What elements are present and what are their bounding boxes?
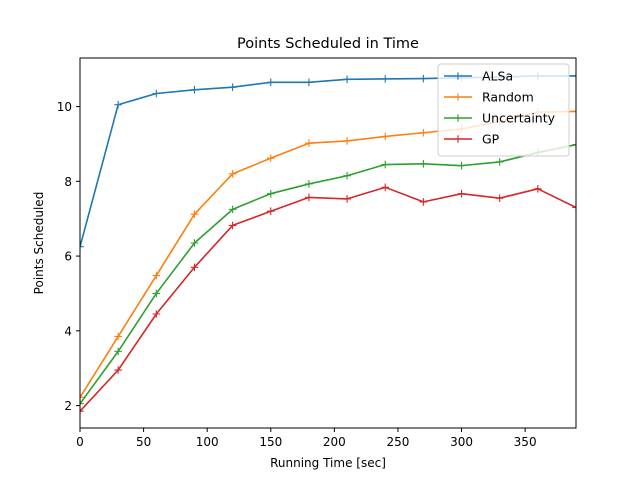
data-point bbox=[80, 242, 84, 251]
x-tick-label: 150 bbox=[259, 435, 282, 449]
y-tick-label: 10 bbox=[57, 100, 72, 114]
data-point bbox=[495, 158, 504, 166]
data-point bbox=[572, 203, 576, 212]
x-tick-label: 200 bbox=[323, 435, 346, 449]
x-tick-label: 0 bbox=[76, 435, 84, 449]
data-point bbox=[572, 107, 576, 116]
data-point bbox=[190, 85, 199, 94]
x-tick-label: 350 bbox=[514, 435, 537, 449]
data-point bbox=[381, 75, 390, 83]
data-point bbox=[80, 399, 84, 408]
y-tick-label: 4 bbox=[64, 324, 72, 338]
data-point bbox=[457, 161, 466, 170]
legend-marker bbox=[454, 114, 462, 122]
data-point bbox=[343, 137, 351, 145]
data-point bbox=[152, 310, 161, 318]
data-point bbox=[266, 154, 275, 162]
data-point bbox=[534, 185, 542, 193]
x-tick-label: 300 bbox=[450, 435, 473, 449]
data-point bbox=[152, 289, 161, 298]
y-axis-label: Points Scheduled bbox=[32, 192, 46, 295]
legend-item-alsa: ALSa bbox=[444, 69, 513, 84]
y-tick-label: 6 bbox=[64, 250, 72, 264]
x-tick-label: 100 bbox=[196, 435, 219, 449]
plot-frame bbox=[79, 57, 577, 429]
legend-item-uncertainty: Uncertainty bbox=[444, 111, 556, 126]
x-tick-label: 50 bbox=[136, 435, 151, 449]
data-point bbox=[190, 239, 199, 247]
data-point bbox=[419, 198, 428, 206]
legend-marker bbox=[454, 135, 462, 143]
legend-marker bbox=[454, 72, 462, 80]
data-point bbox=[305, 193, 313, 202]
x-tick-label: 250 bbox=[386, 435, 409, 449]
data-point bbox=[305, 139, 313, 148]
data-point bbox=[381, 160, 390, 169]
data-point bbox=[228, 205, 237, 214]
data-point bbox=[419, 159, 428, 168]
data-point bbox=[114, 100, 122, 109]
legend-item-random: Random bbox=[444, 90, 534, 105]
data-point bbox=[343, 171, 351, 180]
data-point bbox=[343, 75, 351, 84]
legend-marker bbox=[454, 93, 462, 101]
legend-label: Random bbox=[482, 90, 534, 105]
data-point bbox=[419, 74, 428, 83]
data-point bbox=[114, 366, 122, 374]
legend-box bbox=[437, 63, 570, 157]
data-point bbox=[80, 393, 84, 402]
data-point bbox=[80, 407, 84, 415]
data-point bbox=[572, 72, 576, 80]
series-line-uncertainty bbox=[80, 143, 576, 405]
data-point bbox=[305, 78, 313, 87]
y-axis: 2 4 6 8 10 bbox=[57, 100, 80, 413]
data-point bbox=[572, 140, 576, 149]
data-point bbox=[228, 221, 237, 230]
y-tick-label: 2 bbox=[64, 399, 72, 413]
series-uncertainty bbox=[80, 140, 576, 408]
data-point bbox=[152, 89, 161, 98]
data-point bbox=[114, 347, 122, 356]
data-point bbox=[266, 78, 275, 87]
legend-label: ALSa bbox=[482, 69, 513, 84]
data-point bbox=[419, 128, 428, 137]
data-point bbox=[457, 189, 466, 198]
legend-item-gp: GP bbox=[444, 132, 500, 147]
legend-label: Uncertainty bbox=[482, 111, 556, 126]
series-line-gp bbox=[80, 186, 576, 412]
chart-title: Points Scheduled in Time bbox=[237, 36, 419, 52]
data-point bbox=[343, 195, 351, 203]
data-point bbox=[495, 194, 504, 202]
legend: ALSa Random Uncertainty GP bbox=[437, 63, 570, 157]
series-gp bbox=[80, 183, 576, 415]
data-point bbox=[266, 189, 275, 198]
data-point bbox=[152, 271, 161, 280]
data-point bbox=[381, 132, 390, 141]
data-point bbox=[190, 210, 199, 219]
y-tick-label: 8 bbox=[64, 175, 72, 189]
data-point bbox=[228, 83, 237, 91]
data-point bbox=[114, 332, 122, 341]
x-axis: 0 50 100 150 200 250 300 350 bbox=[76, 428, 537, 449]
data-point bbox=[228, 170, 237, 178]
data-point bbox=[266, 207, 275, 216]
legend-label: GP bbox=[482, 132, 500, 147]
data-point bbox=[190, 263, 199, 272]
data-point bbox=[305, 180, 313, 188]
data-point bbox=[381, 183, 390, 192]
x-axis-label: Running Time [sec] bbox=[270, 456, 386, 470]
